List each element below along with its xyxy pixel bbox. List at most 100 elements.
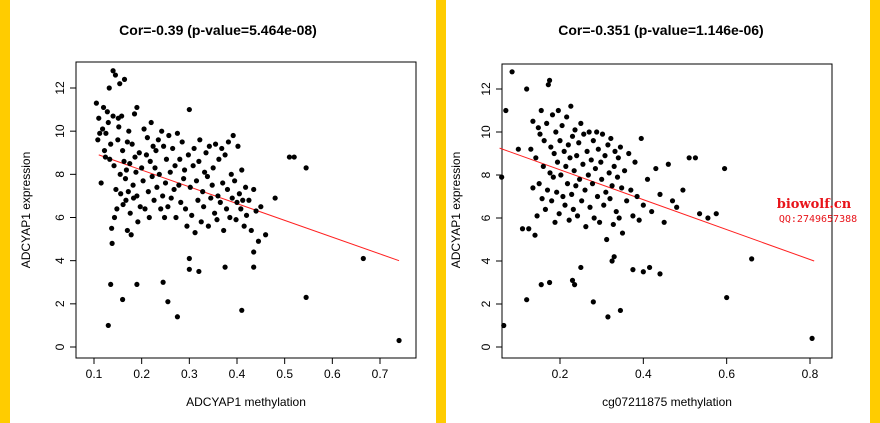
data-point: [526, 226, 532, 232]
data-point: [114, 206, 120, 212]
data-point: [120, 147, 126, 154]
data-point: [602, 153, 608, 159]
data-point: [130, 182, 136, 188]
watermark-qq: QQ:2749657388: [779, 214, 857, 225]
data-point: [131, 111, 138, 117]
data-point: [536, 181, 542, 187]
data-point: [153, 147, 159, 154]
data-point: [616, 215, 622, 221]
y-tick-label: 2: [479, 300, 493, 307]
data-point: [134, 104, 140, 111]
data-point: [665, 161, 671, 167]
data-point: [576, 176, 583, 182]
data-point: [101, 147, 108, 154]
y-axis-label: ADCYAP1 expression: [449, 152, 463, 269]
data-point: [181, 176, 187, 182]
x-axis-label: cg07211875 methylation: [602, 395, 732, 409]
data-point: [233, 217, 239, 223]
data-point: [255, 238, 262, 244]
data-point: [546, 279, 553, 286]
data-point: [187, 184, 193, 190]
y-tick-label: 12: [53, 81, 67, 95]
data-point: [570, 206, 576, 212]
data-point: [599, 176, 605, 182]
data-point: [127, 160, 133, 167]
data-point: [126, 128, 132, 134]
data-point: [566, 217, 572, 223]
data-point: [198, 219, 204, 225]
data-point: [586, 129, 592, 135]
data-point: [632, 159, 638, 165]
data-point: [105, 119, 111, 126]
data-point: [569, 191, 575, 197]
data-point: [613, 208, 619, 215]
data-point: [124, 227, 130, 234]
data-point: [111, 214, 118, 221]
data-point: [809, 335, 815, 341]
data-point: [528, 146, 534, 152]
data-point: [555, 107, 561, 114]
y-tick-label: 8: [53, 171, 67, 178]
data-point: [603, 189, 609, 195]
data-point: [192, 230, 198, 236]
data-point: [579, 198, 585, 204]
data-point: [197, 137, 203, 143]
data-point: [186, 255, 192, 262]
data-point: [148, 119, 154, 126]
data-point: [567, 155, 573, 161]
data-point: [564, 114, 570, 120]
data-point: [626, 150, 632, 157]
data-point: [578, 264, 584, 271]
data-point: [242, 184, 249, 190]
data-point: [640, 202, 646, 208]
data-point: [206, 143, 212, 149]
data-point: [611, 163, 617, 169]
data-point: [609, 258, 615, 264]
data-point: [116, 124, 122, 130]
plot-frame: [75, 61, 417, 359]
data-point: [171, 186, 177, 193]
data-point: [214, 217, 220, 223]
data-point: [162, 180, 169, 186]
data-point: [223, 206, 230, 212]
data-point: [93, 100, 99, 106]
data-point: [189, 212, 195, 218]
data-point: [544, 120, 550, 126]
data-point: [222, 152, 228, 158]
data-point: [595, 146, 601, 152]
data-point: [657, 271, 663, 277]
data-point: [644, 176, 651, 182]
data-point: [619, 185, 625, 191]
data-point: [170, 145, 176, 152]
data-point: [286, 154, 293, 160]
x-tick-label: 0.4: [229, 367, 246, 381]
data-point: [592, 165, 599, 172]
data-point: [530, 118, 536, 124]
data-point: [542, 206, 549, 212]
data-point: [571, 168, 577, 174]
data-point: [596, 219, 603, 225]
x-axis-label: ADCYAP1 methylation: [186, 395, 306, 409]
data-point: [232, 178, 238, 184]
data-point: [186, 266, 192, 272]
data-point: [147, 158, 153, 164]
data-point: [605, 142, 611, 148]
data-point: [609, 183, 615, 189]
data-point: [569, 277, 576, 283]
data-point: [121, 76, 128, 82]
data-point: [554, 189, 560, 195]
data-point: [222, 264, 228, 270]
data-point: [630, 267, 636, 273]
data-point: [653, 165, 659, 172]
data-point: [553, 129, 559, 135]
chart-title: Cor=-0.39 (p-value=5.464e-08): [119, 22, 317, 38]
left-scatter-plot: Cor=-0.39 (p-value=5.464e-08) 0.1 0.2 0.3 0…: [19, 22, 417, 409]
data-point: [571, 282, 578, 288]
data-point: [108, 281, 114, 288]
data-point: [594, 193, 601, 200]
data-point: [109, 240, 115, 246]
data-point: [696, 211, 703, 217]
data-point: [551, 150, 557, 157]
data-point: [139, 165, 145, 171]
data-point: [220, 180, 226, 186]
